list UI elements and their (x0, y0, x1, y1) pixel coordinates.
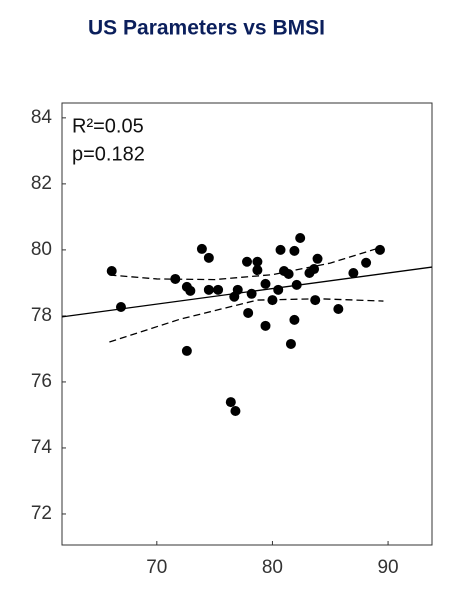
point (361, 257, 372, 268)
ci-lower (109, 298, 384, 343)
point (185, 285, 196, 296)
point (289, 314, 300, 325)
point (260, 320, 271, 331)
y-tick-label: 74 (31, 437, 53, 458)
point (289, 245, 300, 256)
point (267, 295, 278, 306)
point (106, 266, 117, 277)
x-tick-label: 80 (262, 557, 283, 578)
point (275, 244, 286, 255)
point (196, 243, 207, 254)
y-tick-label: 84 (31, 107, 53, 128)
point (181, 345, 192, 356)
y-tick-label: 80 (31, 239, 52, 260)
y-tick-label: 72 (31, 503, 52, 524)
point (203, 252, 214, 263)
chart-title: US Parameters vs BMSI (88, 17, 325, 40)
point (273, 284, 284, 295)
y-tick-label: 82 (31, 173, 52, 194)
point (295, 233, 306, 244)
y-tick-label: 78 (31, 305, 52, 326)
point (225, 397, 236, 408)
plot-frame (61, 102, 433, 546)
y-tick-label: 76 (31, 371, 52, 392)
point (309, 264, 320, 275)
x-tick-label: 70 (146, 557, 167, 578)
point (170, 273, 181, 284)
point (312, 253, 323, 264)
point (374, 244, 385, 255)
point (232, 284, 243, 295)
point (243, 307, 254, 318)
annotation: R²=0.05 (72, 115, 144, 137)
point (285, 338, 296, 349)
point (213, 284, 224, 295)
point (260, 278, 271, 289)
point (348, 268, 359, 278)
x-tick-label: 90 (377, 557, 398, 578)
point (252, 256, 263, 267)
point (310, 295, 321, 306)
point (333, 303, 344, 314)
point (115, 302, 126, 312)
ci-upper (109, 245, 384, 281)
point (246, 288, 257, 299)
point (283, 268, 294, 279)
annotation: p=0.182 (72, 143, 145, 165)
point (242, 256, 252, 267)
point (203, 284, 214, 295)
point (252, 265, 263, 276)
point (230, 405, 241, 416)
point (291, 279, 302, 290)
